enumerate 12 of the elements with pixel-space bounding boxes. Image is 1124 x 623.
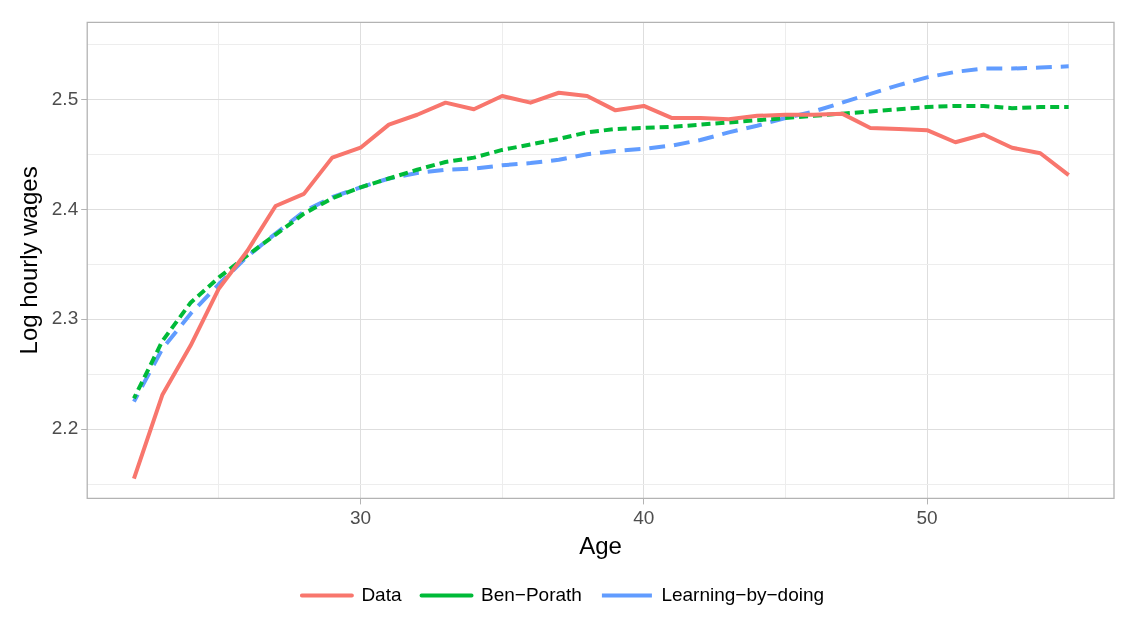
- y-tick-label: 2.4: [51, 197, 79, 219]
- y-tick-label: 2.3: [51, 307, 79, 329]
- y-tick-label: 2.2: [51, 417, 79, 439]
- x-tick-label: 40: [633, 507, 655, 529]
- y-axis-title: Log hourly wages: [15, 166, 43, 355]
- x-tick-label: 30: [349, 507, 372, 529]
- y-tick-label: 2.5: [51, 87, 79, 109]
- x-tick-label: 50: [916, 507, 938, 529]
- x-axis-title: Age: [579, 532, 622, 560]
- legend-label: Data: [361, 583, 402, 605]
- legend-label: Ben−Porath: [481, 583, 582, 605]
- legend-label: Learning−by−doing: [661, 583, 825, 605]
